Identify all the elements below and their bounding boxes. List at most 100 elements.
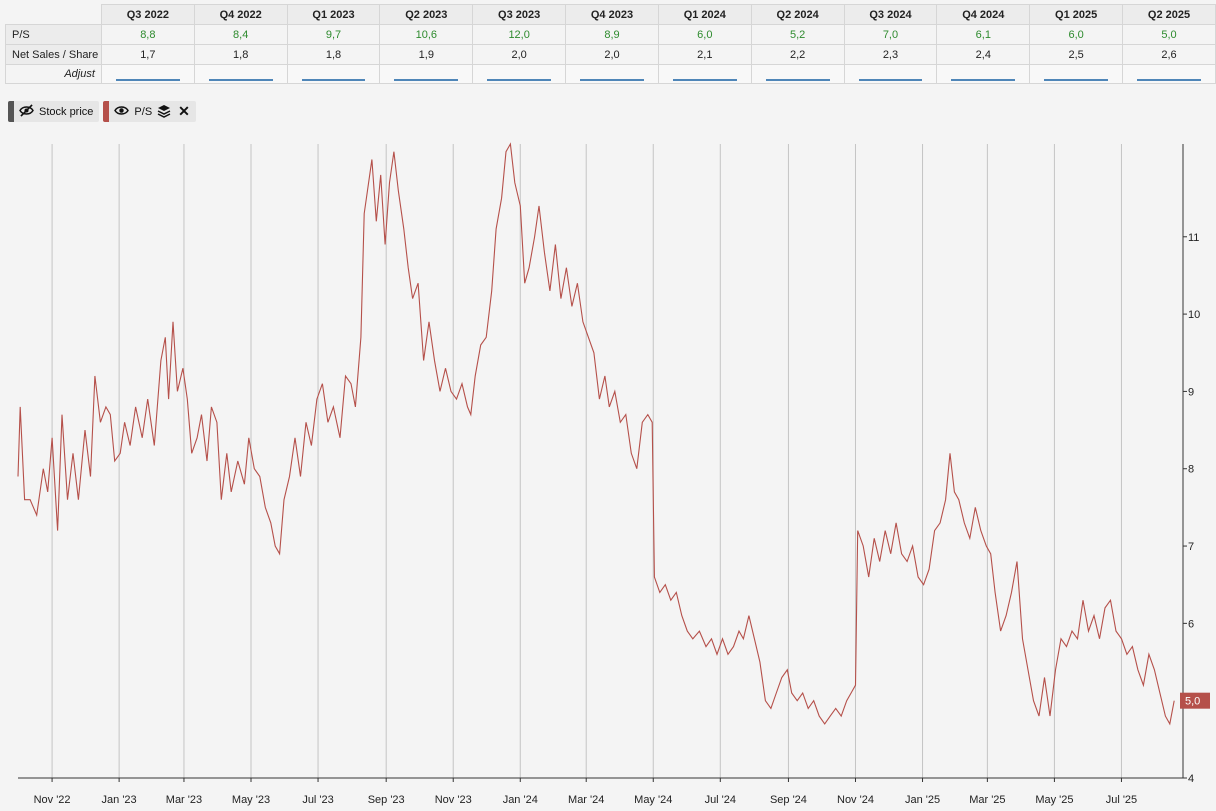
stock-price-toggle[interactable]: Stock price: [8, 101, 100, 122]
quarter-header: Q3 2022: [100, 4, 195, 25]
ps-series-line: [17, 142, 1175, 726]
adjust-slider[interactable]: [1029, 64, 1124, 84]
adjust-slider-track[interactable]: [487, 79, 552, 81]
y-tick-label: 9: [1188, 386, 1194, 398]
table-cell: 6,0: [1029, 24, 1124, 45]
adjust-slider[interactable]: [936, 64, 1031, 84]
y-tick-label: 7: [1188, 541, 1194, 553]
adjust-slider-track[interactable]: [580, 79, 644, 81]
table-cell: 8,8: [100, 24, 195, 45]
y-tick-label: 8: [1188, 464, 1194, 476]
eye-slash-icon[interactable]: [19, 104, 34, 119]
quarter-header: Q4 2022: [193, 4, 288, 25]
adjust-slider-track[interactable]: [951, 79, 1016, 81]
adjust-slider-track[interactable]: [394, 79, 459, 81]
ps-series-toggle[interactable]: P/S ✕: [103, 101, 196, 122]
table-cell: 2,1: [657, 44, 752, 65]
y-tick-label: 11: [1188, 232, 1199, 244]
x-axis-ticks: Nov '22 Jan '23 Mar '23 May '23 Jul '23 Sep '…: [34, 778, 1137, 806]
ps-series-label: P/S: [134, 105, 153, 118]
row-label: P/S: [5, 24, 102, 45]
quarter-header: Q4 2024: [936, 4, 1031, 25]
table-cell: 1,9: [379, 44, 474, 65]
adjust-slider[interactable]: [565, 64, 659, 84]
adjust-slider[interactable]: [286, 64, 381, 84]
table-cell: 2,0: [472, 44, 567, 65]
table-cell: 5,2: [750, 24, 845, 45]
table-cell: 1,7: [100, 44, 195, 65]
close-icon[interactable]: ✕: [178, 103, 190, 119]
adjust-slider-track[interactable]: [672, 79, 737, 81]
adjust-slider-track[interactable]: [858, 79, 923, 81]
adjust-slider-track[interactable]: [1044, 79, 1109, 81]
quarter-header: Q1 2025: [1029, 4, 1124, 25]
adjust-slider-track[interactable]: [115, 79, 180, 81]
adjust-slider-track[interactable]: [1137, 79, 1201, 81]
adjust-slider[interactable]: [1122, 64, 1216, 84]
adjust-slider[interactable]: [100, 64, 195, 84]
last-value-label: 5,0: [1185, 696, 1200, 708]
table-cell: 2,5: [1029, 44, 1124, 65]
adjust-slider-track[interactable]: [765, 79, 830, 81]
last-value-badge: [1180, 692, 1210, 709]
adjust-slider[interactable]: [379, 64, 474, 84]
y-tick-label: 10: [1188, 309, 1200, 321]
table-cell: 9,7: [286, 24, 381, 45]
y-tick-label: 6: [1188, 618, 1194, 630]
table-cell: 6,0: [657, 24, 752, 45]
x-tick-label: Jan '24: [503, 794, 538, 806]
adjust-slider[interactable]: [193, 64, 288, 84]
table-cell: 1,8: [193, 44, 288, 65]
table-cell: 1,8: [286, 44, 381, 65]
ps-swatch: [103, 101, 110, 122]
x-tick-label: May '25: [1035, 794, 1073, 806]
quarter-header: Q1 2023: [286, 4, 381, 25]
x-tick-label: Nov '23: [435, 794, 472, 806]
adjust-slider-track[interactable]: [208, 79, 273, 81]
table-cell: 6,1: [936, 24, 1031, 45]
x-tick-label: Sep '23: [368, 794, 405, 806]
x-tick-label: Jul '24: [705, 794, 736, 806]
layers-icon[interactable]: [157, 104, 171, 120]
quarter-header: Q2 2024: [750, 4, 845, 25]
quarterly-metrics-table: Q3 2022 Q4 2022 Q1 2023 Q2 2023 Q3 2023 Q4 20…: [5, 4, 1216, 84]
adjust-slider[interactable]: [843, 64, 938, 84]
table-cell: 8,4: [193, 24, 288, 45]
table-cell: 8,9: [565, 24, 659, 45]
quarter-header: Q3 2024: [843, 4, 938, 25]
quarter-header: Q2 2023: [379, 4, 474, 25]
table-cell: 10,6: [379, 24, 474, 45]
quarter-header-row: Q3 2022 Q4 2022 Q1 2023 Q2 2023 Q3 2023 Q4 20…: [5, 4, 1216, 25]
x-tick-label: Jul '23: [302, 794, 333, 806]
ps-row: P/S 8,8 8,4 9,7 10,6 12,0 8,9 6,0 5,2 7,0 6,1 6,0 5,…: [5, 24, 1216, 45]
adjust-slider[interactable]: [657, 64, 752, 84]
x-tick-label: Mar '25: [969, 794, 1005, 806]
table-cell: 12,0: [472, 24, 567, 45]
series-toolbar: Stock price P/S ✕: [8, 101, 196, 122]
adjust-row: Adjust: [5, 64, 1216, 84]
y-tick-label: 4: [1188, 773, 1194, 785]
x-tick-label: Jul '25: [1106, 794, 1137, 806]
x-tick-label: Mar '23: [166, 794, 202, 806]
x-tick-label: Jan '25: [905, 794, 940, 806]
table-cell: 2,6: [1122, 44, 1216, 65]
x-tick-label: May '24: [634, 794, 672, 806]
adjust-slider[interactable]: [750, 64, 845, 84]
adjust-slider[interactable]: [472, 64, 567, 84]
vertical-gridlines: [51, 144, 1122, 778]
table-cell: 7,0: [843, 24, 938, 45]
x-tick-label: May '23: [232, 794, 270, 806]
stock-price-label: Stock price: [39, 105, 94, 118]
row-label: Net Sales / Share: [5, 44, 102, 65]
net-sales-per-share-row: Net Sales / Share 1,7 1,8 1,8 1,9 2,0 2,0 2,1 2,…: [5, 44, 1216, 65]
x-tick-label: Jan '23: [102, 794, 137, 806]
x-tick-label: Nov '22: [34, 794, 71, 806]
table-corner: [5, 4, 102, 25]
x-tick-label: Nov '24: [837, 794, 874, 806]
x-tick-label: Sep '24: [770, 794, 807, 806]
eye-icon[interactable]: [114, 104, 130, 119]
quarter-header: Q2 2025: [1122, 4, 1216, 25]
adjust-slider-track[interactable]: [301, 79, 366, 81]
table-cell: 2,2: [750, 44, 845, 65]
quarter-header: Q1 2024: [657, 4, 752, 25]
